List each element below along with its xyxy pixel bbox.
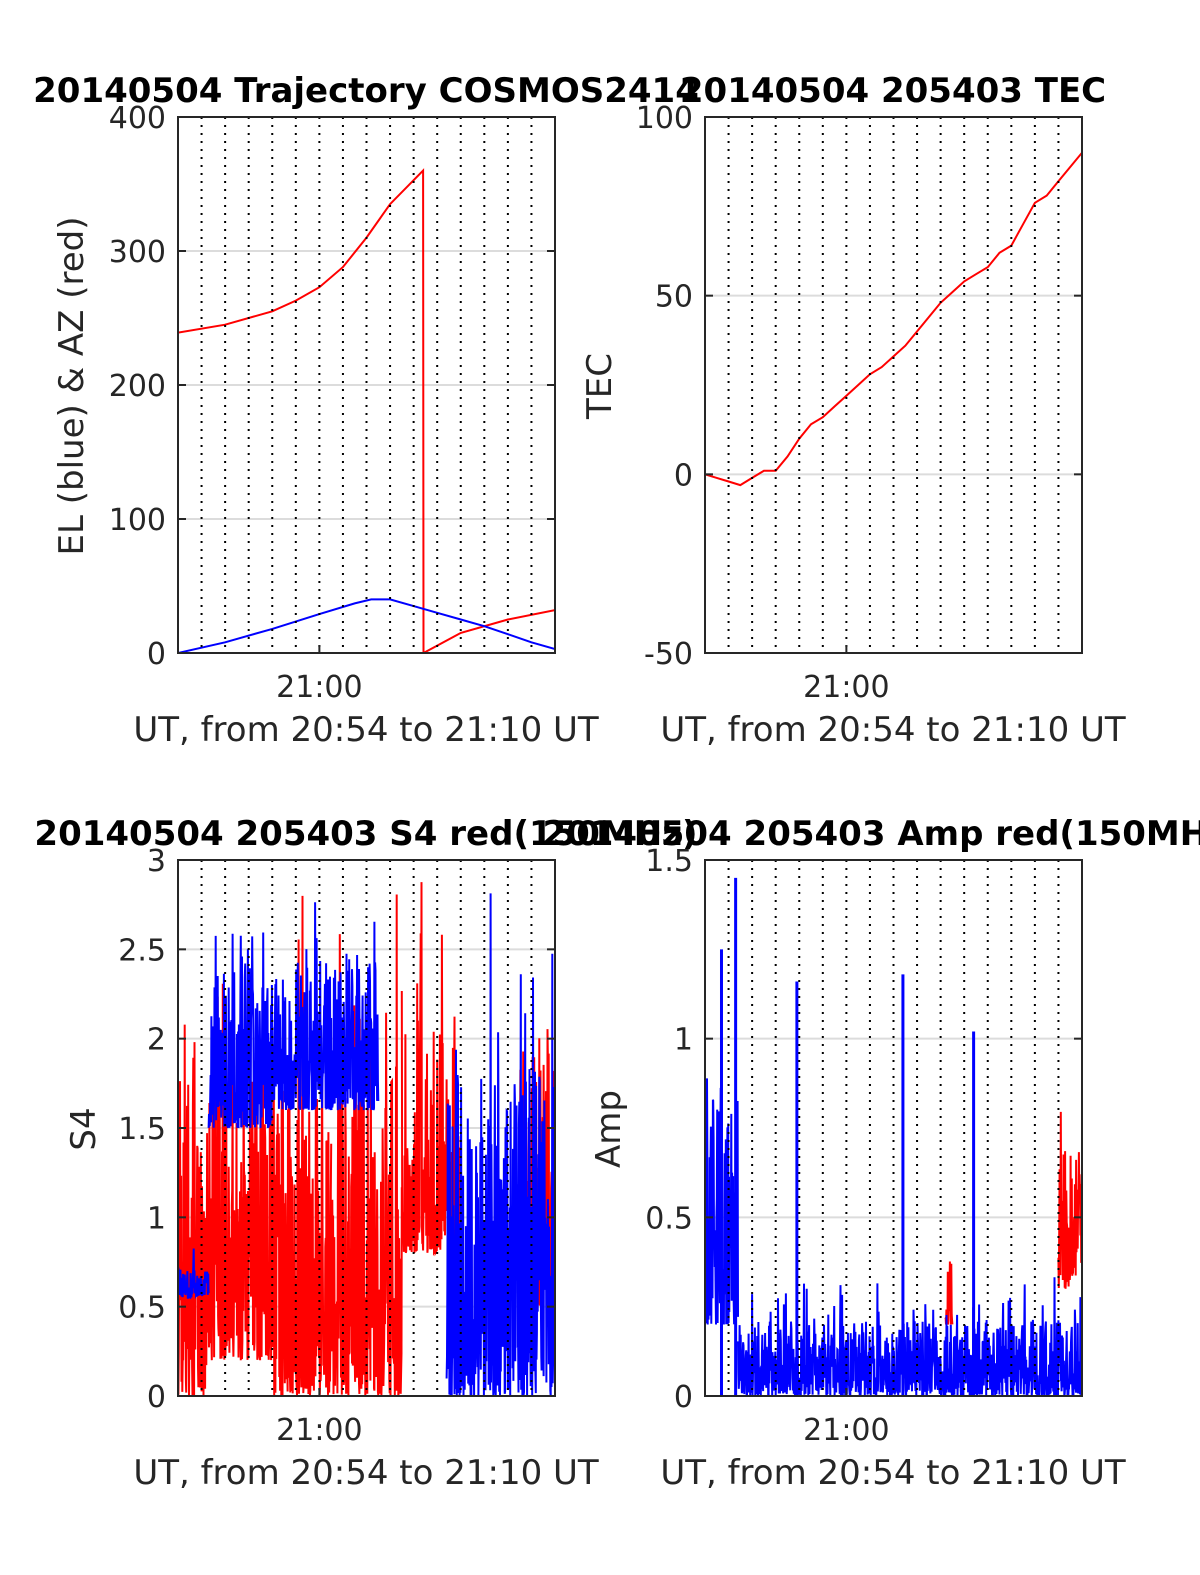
s4-ytick-label: 2.5 bbox=[118, 933, 166, 968]
s4-ytick-label: 0.5 bbox=[118, 1291, 166, 1326]
amp-series-0 bbox=[1057, 1111, 1082, 1289]
trajectory-ytick-label: 200 bbox=[109, 369, 166, 404]
amp-xtick-label: 21:00 bbox=[803, 1413, 889, 1448]
s4-series-0 bbox=[178, 1024, 212, 1396]
s4-ytick-label: 1 bbox=[147, 1201, 166, 1236]
s4-series-1 bbox=[271, 902, 380, 1111]
tec-ytick-label: 100 bbox=[636, 101, 693, 136]
s4-title: 20140504 205403 S4 red(150MHz) bbox=[34, 814, 697, 854]
s4-ytick-label: 3 bbox=[147, 844, 166, 879]
tec-xlabel: UT, from 20:54 to 21:10 UT bbox=[660, 710, 1126, 750]
amp-ytick-label: 0.5 bbox=[645, 1201, 693, 1236]
amp-ytick-label: 1.5 bbox=[645, 844, 693, 879]
trajectory-ylabel: EL (blue) & AZ (red) bbox=[52, 216, 92, 555]
trajectory-xlabel: UT, from 20:54 to 21:10 UT bbox=[133, 710, 599, 750]
tec-axes-frame bbox=[704, 116, 1083, 654]
s4-panel: 20140504 205403 S4 red(150MHz) UT, from … bbox=[34, 814, 697, 1493]
amp-plot-area bbox=[705, 877, 1082, 1396]
trajectory-ytick-label: 400 bbox=[109, 101, 166, 136]
tec-ytick-label: 50 bbox=[655, 280, 693, 315]
s4-xlabel: UT, from 20:54 to 21:10 UT bbox=[133, 1453, 599, 1493]
s4-ytick-label: 1.5 bbox=[118, 1112, 166, 1147]
s4-ytick-label: 2 bbox=[147, 1023, 166, 1058]
s4-series-1 bbox=[445, 893, 555, 1396]
amp-ytick-label: 1 bbox=[674, 1023, 693, 1058]
tec-ylabel: TEC bbox=[580, 353, 620, 420]
s4-series-0 bbox=[330, 894, 403, 1396]
trajectory-series-0 bbox=[178, 168, 555, 653]
s4-series-0 bbox=[210, 983, 274, 1361]
trajectory-xtick-label: 21:00 bbox=[276, 670, 362, 705]
s4-series-0 bbox=[271, 895, 333, 1396]
tec-series-0 bbox=[705, 152, 1082, 487]
amp-xlabel: UT, from 20:54 to 21:10 UT bbox=[660, 1453, 1126, 1493]
tec-panel: 20140504 205403 TEC UT, from 20:54 to 21… bbox=[580, 71, 1126, 750]
tec-ytick-label: 0 bbox=[674, 458, 693, 493]
amp-series-0 bbox=[944, 1261, 954, 1325]
s4-series-1 bbox=[207, 932, 274, 1129]
amp-panel: 20140504 205403 Amp red(150MHz) UT, from… bbox=[542, 814, 1200, 1493]
tec-plot-area bbox=[705, 152, 1082, 487]
amp-ylabel: Amp bbox=[589, 1090, 629, 1168]
s4-xtick-label: 21:00 bbox=[276, 1413, 362, 1448]
s4-plot-area bbox=[178, 882, 555, 1396]
trajectory-panel: 20140504 Trajectory COSMOS2414 UT, from … bbox=[33, 71, 699, 750]
s4-ytick-label: 0 bbox=[147, 1380, 166, 1415]
trajectory-title: 20140504 Trajectory COSMOS2414 bbox=[33, 71, 699, 111]
trajectory-plot-area bbox=[178, 168, 555, 653]
tec-xtick-label: 21:00 bbox=[803, 670, 889, 705]
amp-axes-frame bbox=[704, 859, 1083, 1397]
trajectory-series-1 bbox=[178, 598, 555, 653]
s4-ylabel: S4 bbox=[64, 1107, 104, 1150]
amp-ytick-label: 0 bbox=[674, 1380, 693, 1415]
trajectory-ytick-label: 300 bbox=[109, 235, 166, 270]
s4-series-1 bbox=[178, 1248, 210, 1300]
amp-title: 20140504 205403 Amp red(150MHz) bbox=[542, 814, 1200, 854]
amp-series-1 bbox=[737, 1277, 1082, 1396]
trajectory-ytick-label: 0 bbox=[147, 637, 166, 672]
tec-ytick-label: -50 bbox=[644, 637, 693, 672]
trajectory-ytick-label: 100 bbox=[109, 503, 166, 538]
tec-title: 20140504 205403 TEC bbox=[680, 71, 1106, 111]
